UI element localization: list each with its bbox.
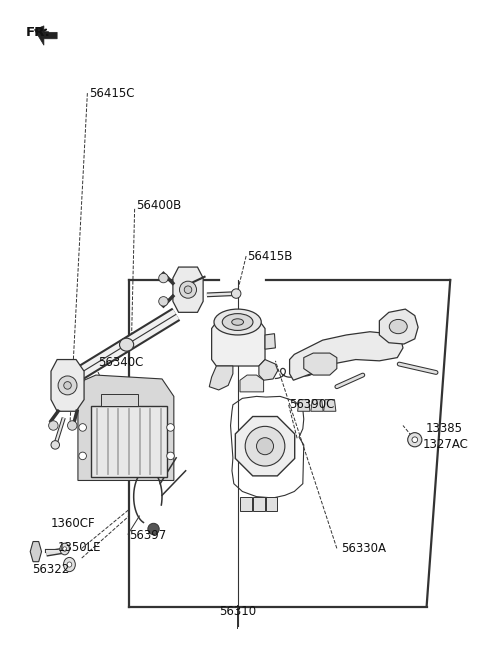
Circle shape bbox=[48, 420, 58, 430]
Circle shape bbox=[231, 289, 241, 298]
Text: 56340C: 56340C bbox=[98, 356, 144, 369]
Text: 56310: 56310 bbox=[219, 605, 256, 618]
Text: FR.: FR. bbox=[26, 26, 51, 39]
Text: 1360CF: 1360CF bbox=[51, 517, 96, 530]
Polygon shape bbox=[259, 359, 278, 380]
Bar bbox=[101, 394, 138, 406]
Polygon shape bbox=[173, 267, 203, 312]
Circle shape bbox=[245, 426, 285, 466]
Circle shape bbox=[408, 433, 422, 447]
Polygon shape bbox=[304, 353, 337, 375]
Polygon shape bbox=[265, 334, 276, 349]
Polygon shape bbox=[212, 322, 265, 366]
Circle shape bbox=[159, 296, 168, 306]
Polygon shape bbox=[30, 541, 42, 562]
Polygon shape bbox=[289, 332, 403, 380]
Circle shape bbox=[79, 452, 86, 460]
Text: 56390C: 56390C bbox=[289, 398, 335, 411]
Text: 56400B: 56400B bbox=[136, 199, 181, 212]
Ellipse shape bbox=[63, 547, 67, 551]
Circle shape bbox=[148, 524, 159, 535]
Polygon shape bbox=[240, 497, 252, 511]
Text: 56397: 56397 bbox=[129, 529, 166, 542]
Text: 1350LE: 1350LE bbox=[58, 541, 102, 554]
Polygon shape bbox=[209, 366, 233, 390]
Text: 56330A: 56330A bbox=[342, 542, 386, 555]
Circle shape bbox=[68, 420, 77, 430]
Ellipse shape bbox=[222, 313, 253, 330]
Polygon shape bbox=[379, 309, 418, 344]
Ellipse shape bbox=[63, 557, 75, 572]
Polygon shape bbox=[35, 26, 57, 45]
Polygon shape bbox=[235, 417, 295, 476]
Polygon shape bbox=[253, 497, 264, 511]
Polygon shape bbox=[266, 497, 277, 511]
Circle shape bbox=[167, 452, 174, 460]
Circle shape bbox=[184, 286, 192, 294]
Circle shape bbox=[79, 424, 86, 431]
Polygon shape bbox=[78, 375, 174, 480]
Polygon shape bbox=[51, 359, 84, 411]
Ellipse shape bbox=[232, 319, 243, 325]
Circle shape bbox=[167, 424, 174, 431]
Ellipse shape bbox=[120, 338, 133, 351]
Polygon shape bbox=[324, 399, 336, 411]
Circle shape bbox=[256, 438, 274, 455]
Circle shape bbox=[64, 382, 72, 389]
Ellipse shape bbox=[389, 319, 407, 334]
Ellipse shape bbox=[60, 543, 70, 555]
Text: 56415B: 56415B bbox=[247, 250, 292, 263]
Text: 56415C: 56415C bbox=[89, 87, 134, 100]
Text: 56322: 56322 bbox=[32, 562, 69, 576]
Circle shape bbox=[180, 281, 196, 298]
Polygon shape bbox=[298, 399, 310, 411]
Ellipse shape bbox=[67, 562, 72, 567]
Text: 13385: 13385 bbox=[426, 422, 463, 435]
Bar bbox=[91, 406, 167, 477]
Circle shape bbox=[159, 273, 168, 283]
Circle shape bbox=[51, 441, 60, 449]
Circle shape bbox=[58, 376, 77, 395]
Polygon shape bbox=[240, 375, 264, 392]
Polygon shape bbox=[311, 399, 323, 411]
Text: 1327AC: 1327AC bbox=[423, 438, 468, 451]
Circle shape bbox=[412, 437, 418, 443]
Ellipse shape bbox=[214, 309, 261, 335]
